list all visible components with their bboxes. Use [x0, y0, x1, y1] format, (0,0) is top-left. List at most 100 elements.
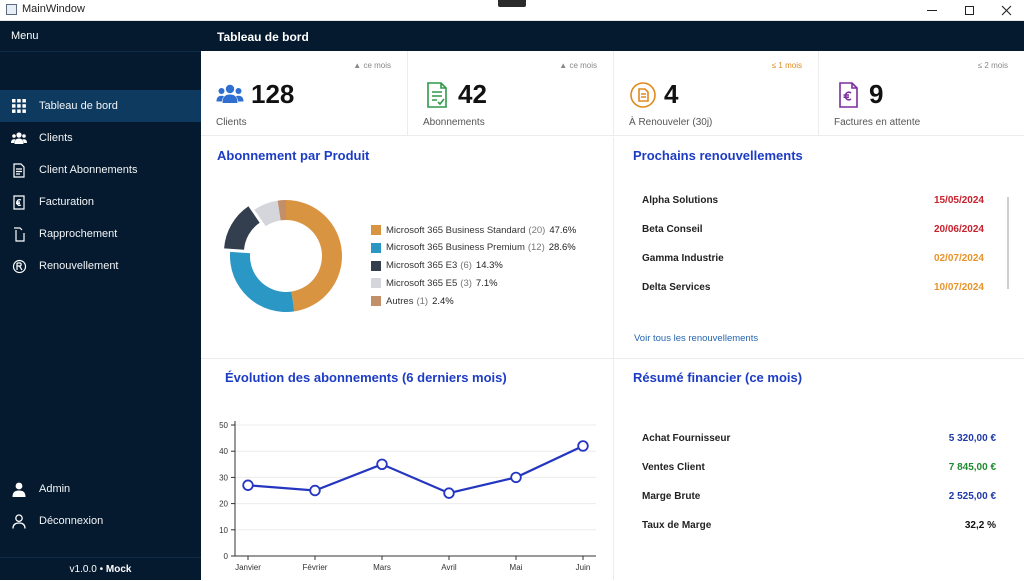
- grid-icon: [11, 98, 27, 114]
- view-all-renewals-link[interactable]: Voir tous les renouvellements: [634, 333, 759, 344]
- version-mode: Mock: [105, 564, 132, 575]
- legend-count: (12): [527, 242, 545, 254]
- legend-count: (6): [460, 260, 472, 272]
- data-point[interactable]: [376, 458, 388, 471]
- sidebar-item-tableau-de-bord[interactable]: Tableau de bord: [0, 90, 201, 122]
- data-point[interactable]: [443, 487, 455, 499]
- data-point[interactable]: [309, 484, 321, 497]
- sidebar-item-label: Admin: [39, 483, 71, 495]
- donut-slice[interactable]: [286, 200, 343, 312]
- legend-label: Microsoft 365 Business Standard: [386, 224, 526, 236]
- renewal-date: 20/06/2024: [933, 224, 984, 235]
- renew-doc-icon: [630, 82, 656, 108]
- legend-count: (20): [528, 224, 546, 236]
- kpi-card-factures[interactable]: ≤ 2 mois 9 Factures en attente: [819, 51, 1024, 136]
- renewal-client: Alpha Solutions: [642, 195, 719, 206]
- legend-item: Microsoft 365 E3 (6) 14.3%: [371, 259, 503, 273]
- legend-item: Autres (1) 2.4%: [371, 294, 454, 308]
- kpi-value: 42: [458, 79, 487, 109]
- renewals-panel: Prochains renouvellements Alpha Solution…: [614, 137, 1024, 359]
- logout-user-icon: [11, 513, 27, 529]
- page-header: Tableau de bord: [201, 21, 1024, 51]
- renewal-client: Gamma Industrie: [642, 253, 724, 264]
- maximize-icon: [964, 5, 974, 15]
- legend-swatch: [371, 225, 381, 235]
- kpi-label: À Renouveler (30j): [629, 117, 713, 128]
- kpi-trend: ▲ ce mois: [559, 61, 597, 70]
- legend-swatch: [371, 278, 381, 289]
- donut-slice[interactable]: [277, 200, 286, 221]
- renewal-row[interactable]: Alpha Solutions 15/05/2024: [642, 191, 984, 211]
- window-grip[interactable]: [498, 0, 526, 7]
- legend-label: Microsoft 365 Business Premium: [386, 242, 525, 254]
- product-panel: Abonnement par Produit Microsoft 365 Bus…: [201, 137, 613, 359]
- kpi-card-clients[interactable]: ▲ ce mois 128 Clients: [201, 51, 408, 136]
- kpi-label: Clients: [216, 117, 247, 128]
- legend-label: Autres: [386, 295, 414, 307]
- sidebar-item-label: Facturation: [39, 196, 95, 208]
- legend-percent: 7.1%: [475, 277, 498, 289]
- product-donut-chart: [224, 200, 343, 312]
- finance-row: Taux de Marge 32,2 %: [642, 517, 996, 535]
- close-icon: [1001, 5, 1011, 15]
- sidebar-item-label: Renouvellement: [39, 260, 119, 272]
- y-tick-label: 30: [219, 473, 228, 482]
- donut-slice[interactable]: [230, 251, 295, 312]
- window-titlebar: MainWindow: [0, 0, 1024, 21]
- sidebar-item-admin[interactable]: Admin: [0, 473, 201, 505]
- renewal-date: 02/07/2024: [933, 253, 984, 264]
- legend-item: Microsoft 365 Business Standard (20) 47.6%: [371, 223, 576, 237]
- legend-label: Microsoft 365 E3: [386, 260, 458, 272]
- series-line: [247, 444, 584, 495]
- finance-value: 7 845,00 €: [948, 462, 996, 473]
- close-button[interactable]: [988, 0, 1024, 20]
- users-icon: [11, 130, 27, 146]
- y-tick-label: 20: [219, 500, 228, 509]
- minimize-icon: [927, 9, 937, 11]
- data-point[interactable]: [510, 471, 522, 484]
- sidebar-item-facturation[interactable]: Facturation: [0, 186, 201, 218]
- x-tick-label: Juin: [576, 563, 591, 572]
- finance-row: Marge Brute 2 525,00 €: [642, 488, 996, 506]
- data-point[interactable]: [577, 440, 589, 452]
- data-point[interactable]: [242, 479, 254, 491]
- legend-swatch: [371, 242, 381, 253]
- donut-slice[interactable]: [254, 200, 281, 227]
- finance-label: Taux de Marge: [642, 520, 712, 531]
- renewals-scrollbar[interactable]: [1007, 197, 1009, 289]
- finance-value: 32,2 %: [964, 520, 996, 531]
- renewal-date: 10/07/2024: [933, 282, 984, 293]
- finance-label: Achat Fournisseur: [642, 433, 731, 444]
- sidebar-item-rapprochement[interactable]: Rapprochement: [0, 218, 201, 250]
- kpi-card-a-renouveler[interactable]: ≤ 1 mois 4 À Renouveler (30j): [614, 51, 819, 136]
- renewal-client: Beta Conseil: [642, 224, 703, 235]
- renewal-row[interactable]: Delta Services 10/07/2024: [642, 278, 984, 298]
- legend-percent: 2.4%: [432, 295, 454, 307]
- renewal-row[interactable]: Gamma Industrie 02/07/2024: [642, 249, 984, 269]
- euro-invoice-icon: [839, 82, 858, 108]
- sidebar-item-renouvellement[interactable]: Renouvellement: [0, 250, 201, 282]
- kpi-card-abonnements[interactable]: ▲ ce mois 42 Abonnements: [408, 51, 614, 136]
- renewal-row[interactable]: Beta Conseil 20/06/2024: [642, 220, 984, 240]
- legend-swatch: [371, 260, 381, 271]
- finance-panel-title: Résumé financier (ce mois): [633, 370, 803, 385]
- renewals-panel-title: Prochains renouvellements: [633, 148, 803, 163]
- x-tick-label: Mars: [373, 563, 391, 572]
- finance-label: Ventes Client: [642, 462, 705, 473]
- finance-row: Achat Fournisseur 5 320,00 €: [642, 430, 996, 448]
- sidebar-item-clients[interactable]: Clients: [0, 122, 201, 154]
- user-icon: [11, 481, 27, 497]
- legend-percent: 47.6%: [549, 224, 577, 236]
- sidebar-item-client-abonnements[interactable]: Client Abonnements: [0, 154, 201, 186]
- sidebar-item-deconnexion[interactable]: Déconnexion: [0, 505, 201, 537]
- kpi-trend: ≤ 2 mois: [977, 61, 1008, 70]
- legend-item: Microsoft 365 Business Premium (12) 28.6%: [371, 241, 576, 255]
- evolution-panel: Évolution des abonnements (6 derniers mo…: [201, 359, 613, 580]
- sidebar-item-label: Déconnexion: [39, 515, 104, 527]
- version-separator: •: [99, 564, 104, 575]
- legend-percent: 14.3%: [475, 260, 503, 272]
- maximize-button[interactable]: [951, 0, 987, 20]
- donut-slice[interactable]: [224, 206, 260, 250]
- finance-label: Marge Brute: [642, 491, 701, 502]
- minimize-button[interactable]: [914, 0, 950, 20]
